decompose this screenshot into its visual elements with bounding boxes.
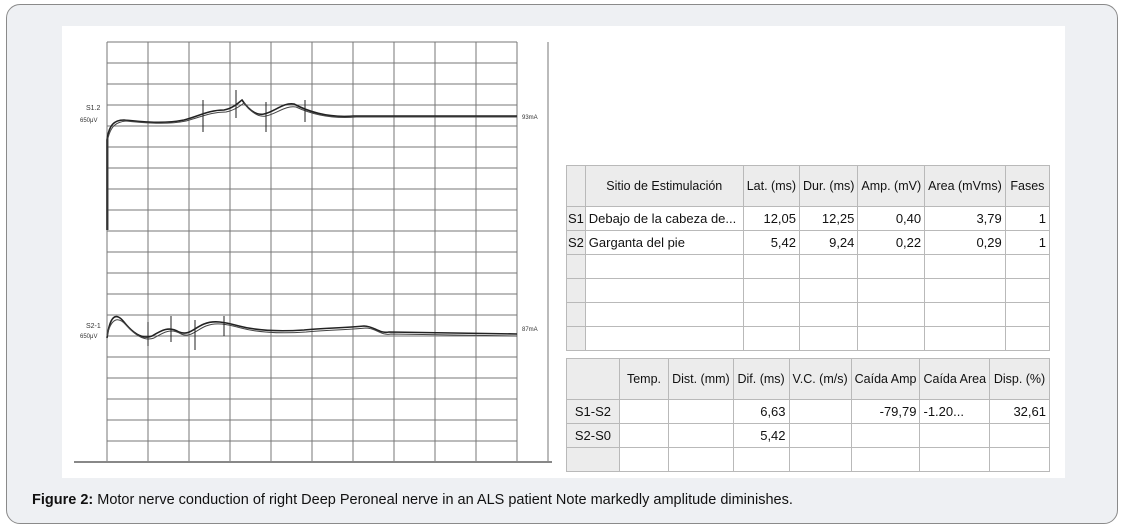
header-dur: Dur. (ms) (799, 165, 859, 207)
trace-1-label: S1.2 (86, 105, 101, 112)
header-fases: Fases (1004, 165, 1051, 207)
table-row: S1 Debajo de la cabeza de... 12,05 12,25… (566, 206, 1051, 231)
dif-cell: 5,42 (732, 423, 790, 448)
caption-text: Motor nerve conduction of right Deep Per… (93, 492, 793, 508)
disp-cell: 32,61 (989, 399, 1050, 424)
trace-1-right-label: 93mA (522, 115, 538, 121)
empty-row (566, 254, 1051, 279)
trace-2-label: S2-1 (86, 323, 101, 330)
empty-row (566, 278, 1051, 303)
caption-label: Figure 2: (32, 492, 94, 508)
stimulation-sites-table: Sitio de Estimulación Lat. (ms) Dur. (ms… (566, 165, 1051, 351)
row-id: S1 (566, 206, 586, 231)
vc-cell (788, 423, 852, 448)
caida-area-cell (919, 423, 991, 448)
table-row: S1-S2 6,63 -79,79 -1.20... 32,61 (566, 399, 1050, 424)
temp-cell (618, 423, 670, 448)
dist-cell (668, 423, 734, 448)
site-cell: Debajo de la cabeza de... (584, 206, 744, 231)
nerve-conduction-tracing: S1.2 650μV 93mA S2-1 650μV 87mA (74, 40, 552, 464)
empty-row (566, 447, 1050, 472)
lat-cell: 5,42 (742, 230, 801, 255)
trace-2-gain: 650μV (80, 334, 97, 340)
caida-amp-cell (850, 423, 921, 448)
segment-comparison-table: Temp. Dist. (mm) Dif. (ms) V.C. (m/s) Ca… (566, 358, 1050, 472)
empty-row (566, 302, 1051, 327)
table-row: S2-S0 5,42 (566, 423, 1050, 448)
disp-cell (989, 423, 1050, 448)
amp-cell: 0,22 (857, 230, 926, 255)
amp-cell: 0,40 (857, 206, 926, 231)
dif-cell: 6,63 (732, 399, 790, 424)
corner-cell (566, 358, 620, 400)
caida-area-cell: -1.20... (919, 399, 991, 424)
lat-cell: 12,05 (742, 206, 801, 231)
figure-caption: Figure 2: Motor nerve conduction of righ… (32, 492, 793, 508)
header-dist: Dist. (mm) (668, 358, 734, 400)
corner-cell (566, 165, 586, 207)
vc-cell (788, 399, 852, 424)
site-cell: Garganta del pie (584, 230, 744, 255)
header-dif: Dif. (ms) (732, 358, 790, 400)
area-cell: 3,79 (924, 206, 1006, 231)
dist-cell (668, 399, 734, 424)
trace-2-right-label: 87mA (522, 327, 538, 333)
row-id: S2 (566, 230, 586, 255)
header-caida-amp: Caída Amp (850, 358, 921, 400)
trace-1-markers (202, 90, 306, 132)
header-vc: V.C. (m/s) (788, 358, 852, 400)
fases-cell: 1 (1004, 230, 1051, 255)
area-cell: 0,29 (924, 230, 1006, 255)
empty-row (566, 326, 1051, 351)
header-lat: Lat. (ms) (742, 165, 801, 207)
trace-1-gain: 650μV (80, 118, 97, 124)
header-temp: Temp. (618, 358, 670, 400)
header-sitio: Sitio de Estimulación (584, 165, 744, 207)
table-row: S2 Garganta del pie 5,42 9,24 0,22 0,29 … (566, 230, 1051, 255)
header-area: Area (mVms) (924, 165, 1006, 207)
temp-cell (618, 399, 670, 424)
header-amp: Amp. (mV) (857, 165, 926, 207)
fases-cell: 1 (1004, 206, 1051, 231)
header-disp: Disp. (%) (989, 358, 1050, 400)
row-id: S2-S0 (566, 423, 620, 448)
table-header-row: Sitio de Estimulación Lat. (ms) Dur. (ms… (566, 165, 1051, 207)
tracing-grid (106, 41, 549, 463)
table-header-row: Temp. Dist. (mm) Dif. (ms) V.C. (m/s) Ca… (566, 358, 1050, 400)
trace-2-markers (147, 316, 225, 350)
dur-cell: 9,24 (799, 230, 859, 255)
dur-cell: 12,25 (799, 206, 859, 231)
trace-2 (106, 315, 518, 340)
caida-amp-cell: -79,79 (850, 399, 921, 424)
header-caida-area: Caída Area (919, 358, 991, 400)
row-id: S1-S2 (566, 399, 620, 424)
